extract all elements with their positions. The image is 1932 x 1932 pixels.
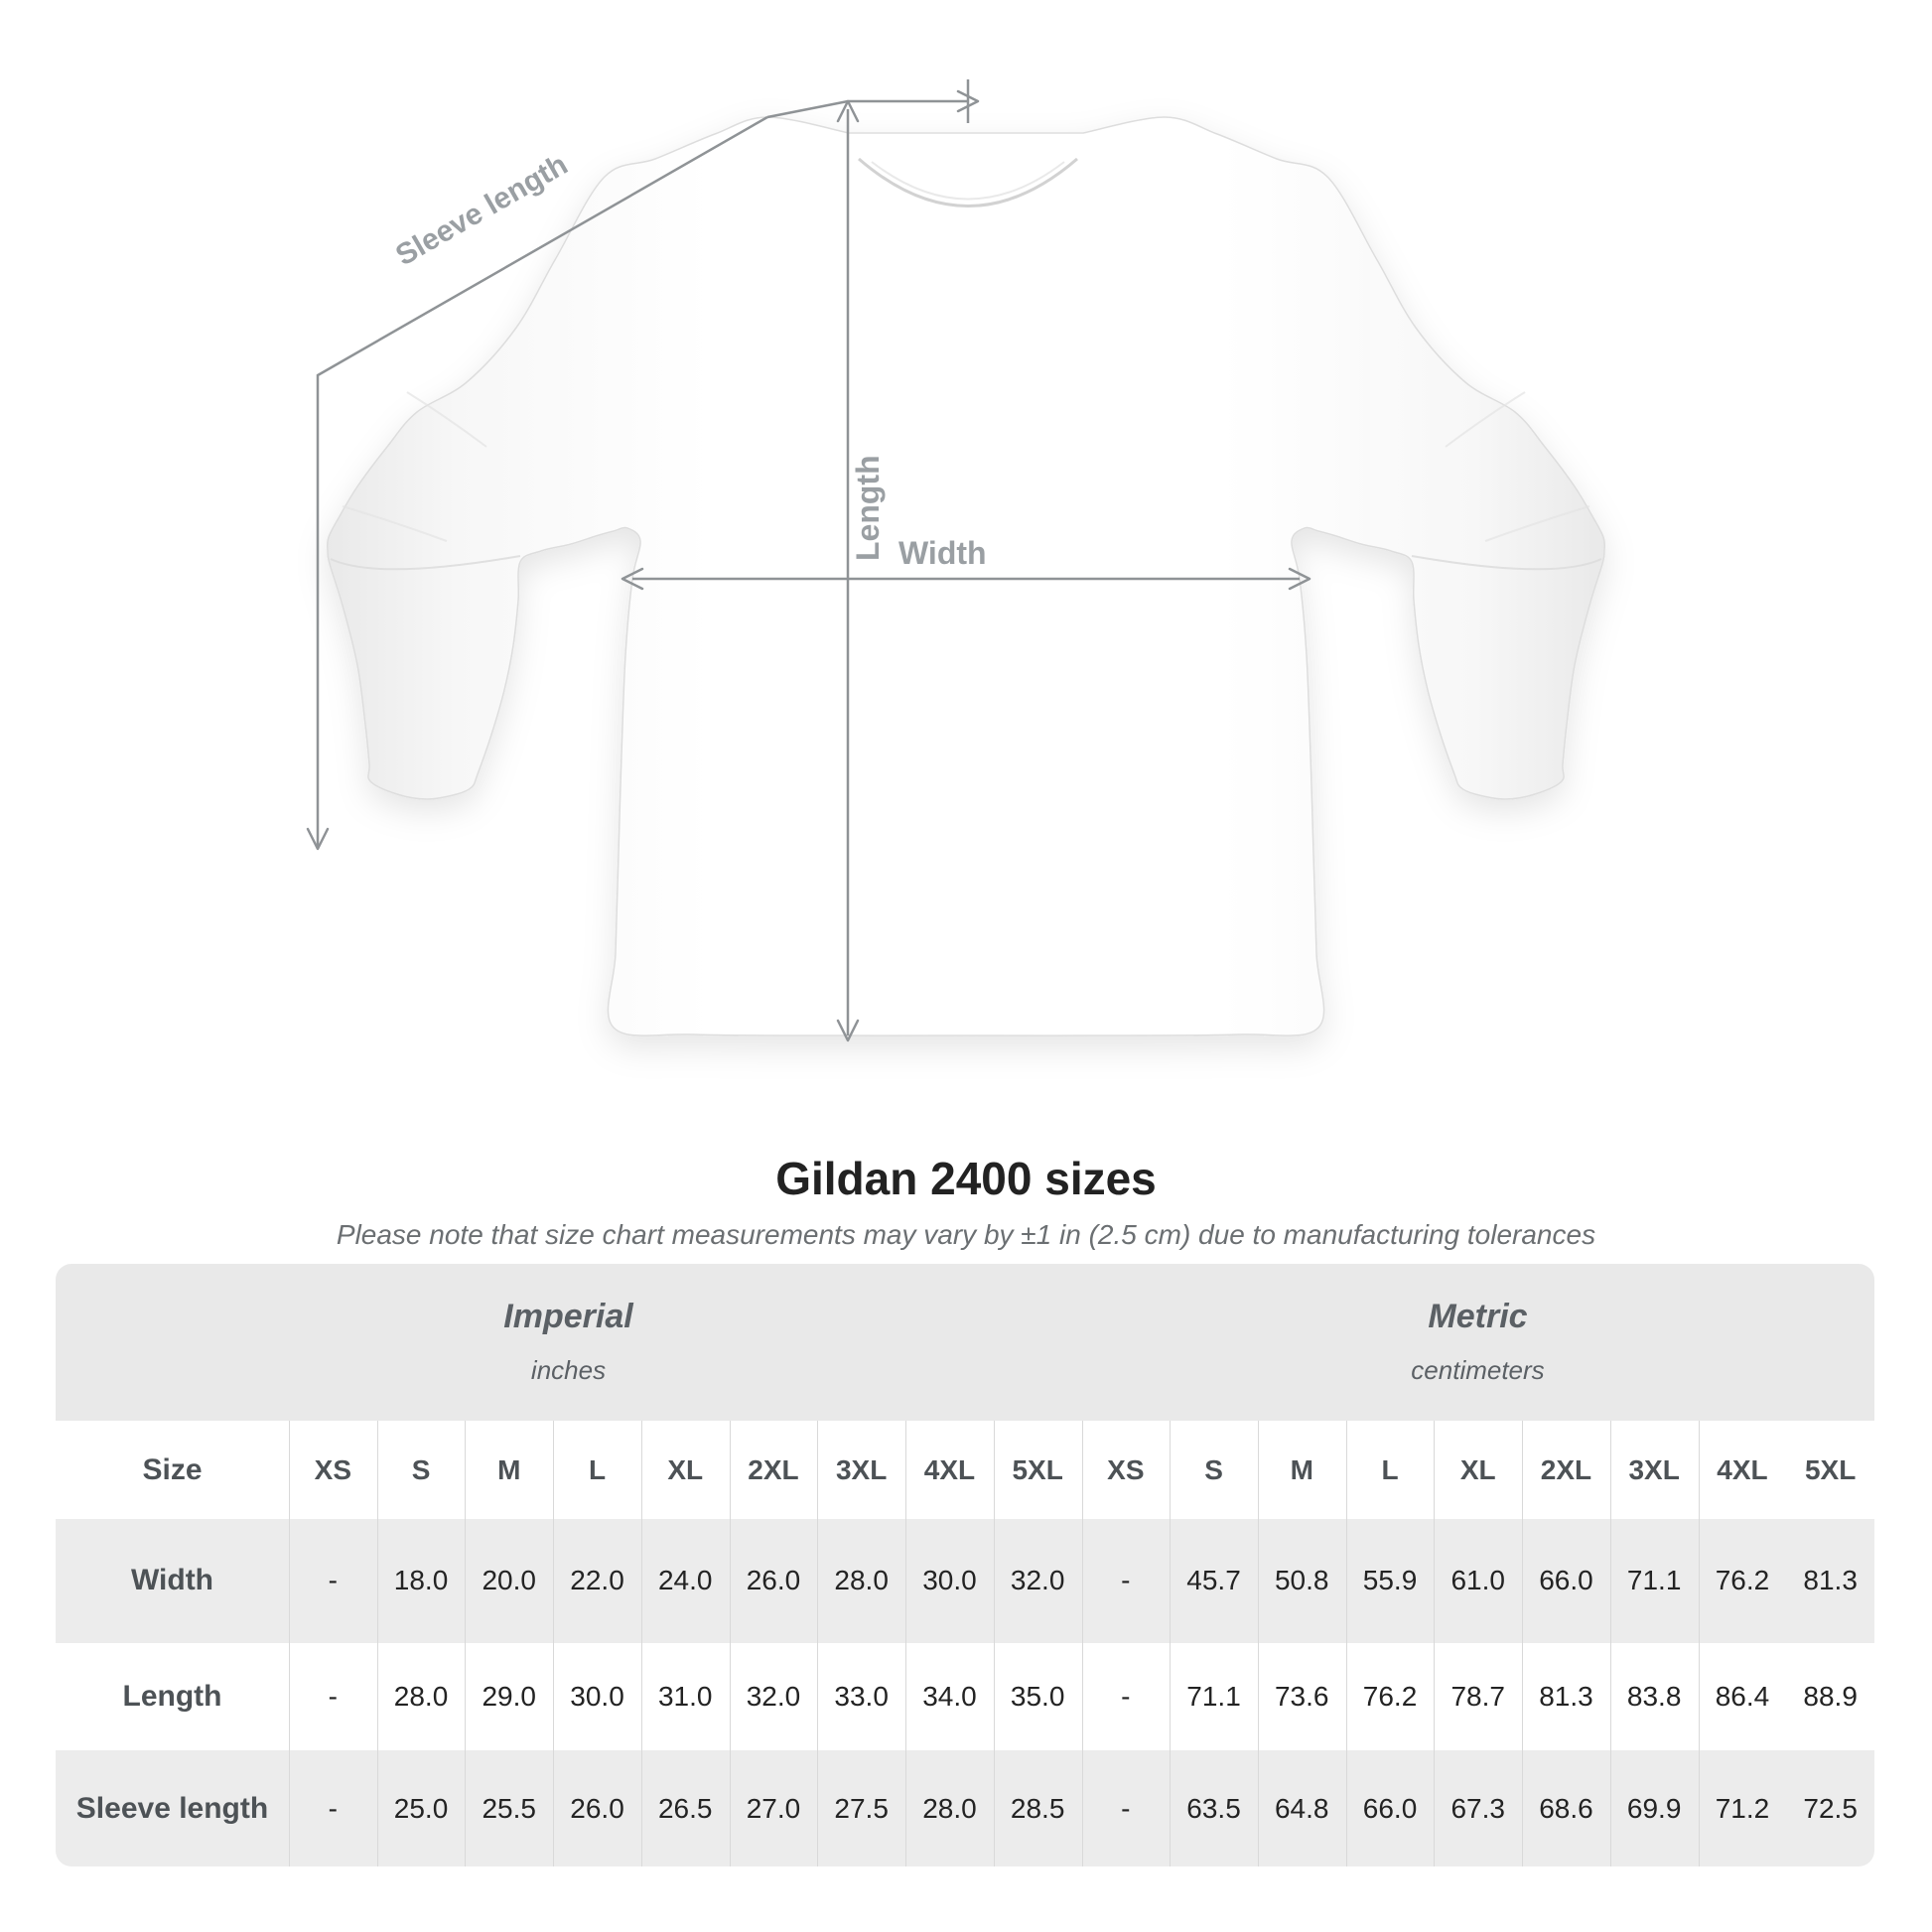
svg-text:Width: Width bbox=[898, 535, 987, 571]
svg-text:Length: Length bbox=[850, 455, 886, 561]
svg-text:Sleeve length: Sleeve length bbox=[390, 148, 573, 272]
